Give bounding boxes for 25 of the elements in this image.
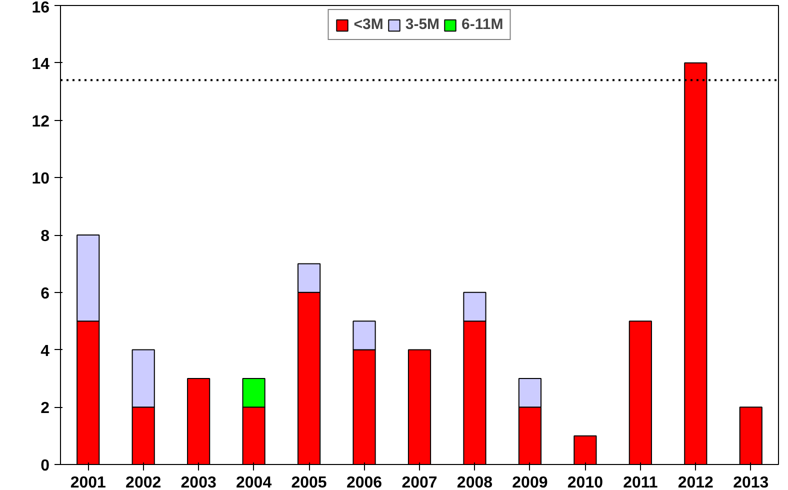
x-tick-label: 2011 xyxy=(623,474,658,490)
x-tick-label: 2007 xyxy=(402,474,438,490)
y-tick-label: 6 xyxy=(40,285,50,302)
y-tick-label: 4 xyxy=(40,342,50,360)
x-tick-label: 2002 xyxy=(126,474,162,490)
x-tick-label: 2013 xyxy=(733,474,769,490)
y-tick-label: 8 xyxy=(40,228,50,245)
y-tick-label: 0 xyxy=(40,458,50,474)
legend-label: 3-5M xyxy=(405,16,440,33)
x-tick-label: 2006 xyxy=(346,474,382,490)
y-tick-label: 10 xyxy=(32,170,50,188)
x-tick-label: 2004 xyxy=(236,474,272,490)
x-tick-label: 2010 xyxy=(567,474,604,490)
x-tick-label: 2003 xyxy=(180,474,216,490)
legend-label: <3M xyxy=(354,16,384,33)
y-tick-label: 16 xyxy=(32,0,50,16)
x-tick-label: 2009 xyxy=(512,474,548,490)
y-tick-label: 12 xyxy=(32,113,50,130)
x-tick-label: 2005 xyxy=(291,474,327,490)
x-tick-label: 2012 xyxy=(678,474,714,490)
y-tick-label: 14 xyxy=(32,56,50,73)
y-tick-label: 2 xyxy=(40,400,50,418)
legend-label: 6-11M xyxy=(462,16,504,33)
x-tick-label: 2008 xyxy=(456,474,493,490)
x-tick-label: 2001 xyxy=(70,474,106,490)
